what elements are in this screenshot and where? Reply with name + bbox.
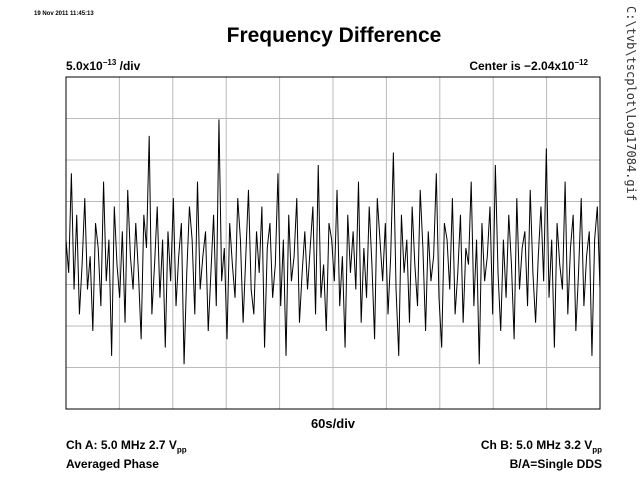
channel-b-info: Ch B: 5.0 MHz 3.2 Vpp B/A=Single DDS	[481, 438, 602, 472]
center-exponent: −12	[574, 58, 588, 67]
channel-a-line2: Averaged Phase	[66, 457, 159, 472]
file-path-label: C:\tvb\tscplot\Log17084.gif	[624, 6, 638, 202]
timestamp: 19 Nov 2011 11:45:13	[34, 11, 94, 17]
channel-a-line1-sub: pp	[176, 445, 187, 455]
y-scale-exponent: −13	[102, 58, 117, 67]
channel-b-line1-sub: pp	[592, 445, 602, 455]
y-scale-mantissa: 5.0x10	[66, 59, 103, 73]
channel-a-line1: Ch A: 5.0 MHz 2.7 Vpp	[66, 438, 187, 457]
frequency-trace	[65, 119, 601, 365]
x-scale-label: 60s/div	[310, 416, 356, 431]
y-scale-suffix: /div	[116, 59, 141, 73]
center-prefix: Center is −2.04x10	[469, 59, 575, 73]
y-scale-label: 5.0x10−13 /div	[66, 58, 140, 73]
center-label: Center is −2.04x10−12	[469, 58, 588, 73]
channel-b-line2: B/A=Single DDS	[509, 457, 602, 472]
channel-a-info: Ch A: 5.0 MHz 2.7 Vpp Averaged Phase	[66, 438, 187, 472]
channel-a-line1-text: Ch A: 5.0 MHz 2.7 V	[66, 438, 177, 452]
channel-b-line1-text: Ch B: 5.0 MHz 3.2 V	[480, 438, 593, 452]
chart-title: Frequency Difference	[226, 24, 442, 47]
channel-b-line1: Ch B: 5.0 MHz 3.2 Vpp	[481, 438, 602, 457]
